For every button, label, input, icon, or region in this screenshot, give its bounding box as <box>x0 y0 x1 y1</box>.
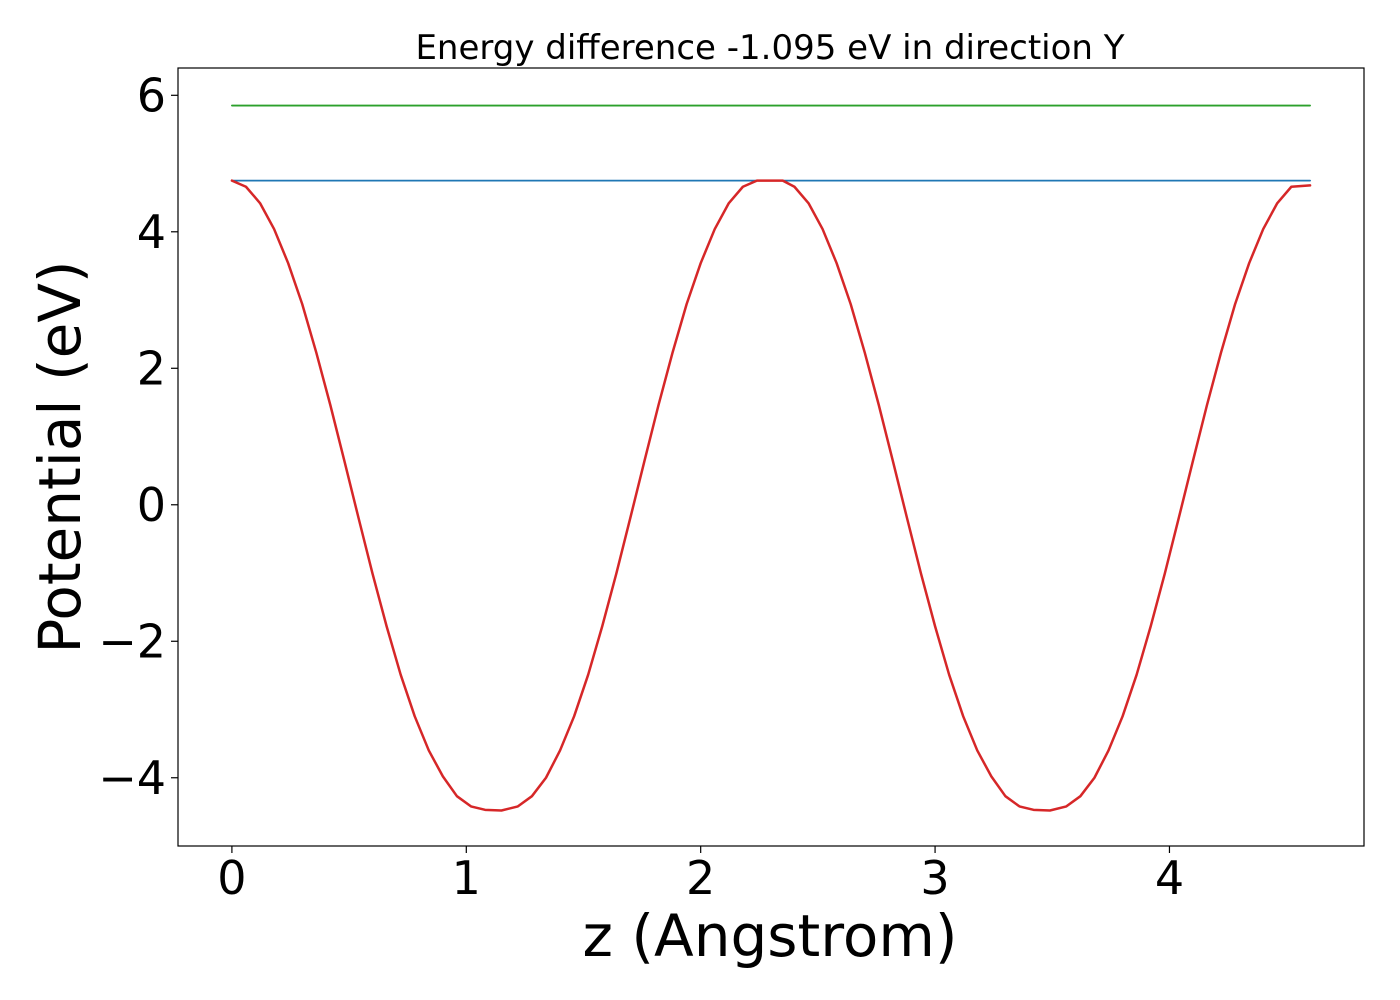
y-tick-label: 6 <box>137 68 166 122</box>
y-tick-label: −4 <box>98 751 166 805</box>
y-tick-label: 2 <box>137 341 166 395</box>
plot-frame <box>177 67 1365 847</box>
y-tick-label: −2 <box>98 614 166 668</box>
x-axis-ticks: 0 1 2 3 4 <box>217 846 1184 905</box>
x-tick-label: 0 <box>217 851 246 905</box>
y-axis-ticks: −4 −2 0 2 4 6 <box>98 68 178 805</box>
chart-title: Energy difference -1.095 eV in direction… <box>415 28 1124 68</box>
series-layer <box>230 104 1312 812</box>
x-tick-label: 4 <box>1155 851 1184 905</box>
x-axis-label: z (Angstrom) <box>583 902 958 970</box>
series-line-3 <box>230 179 1312 812</box>
x-tick-label: 1 <box>452 851 481 905</box>
x-tick-label: 2 <box>686 851 715 905</box>
y-axis-label: Potential (eV) <box>26 260 94 653</box>
y-tick-label: 4 <box>137 205 166 259</box>
y-tick-label: 0 <box>137 478 166 532</box>
x-tick-label: 3 <box>920 851 949 905</box>
